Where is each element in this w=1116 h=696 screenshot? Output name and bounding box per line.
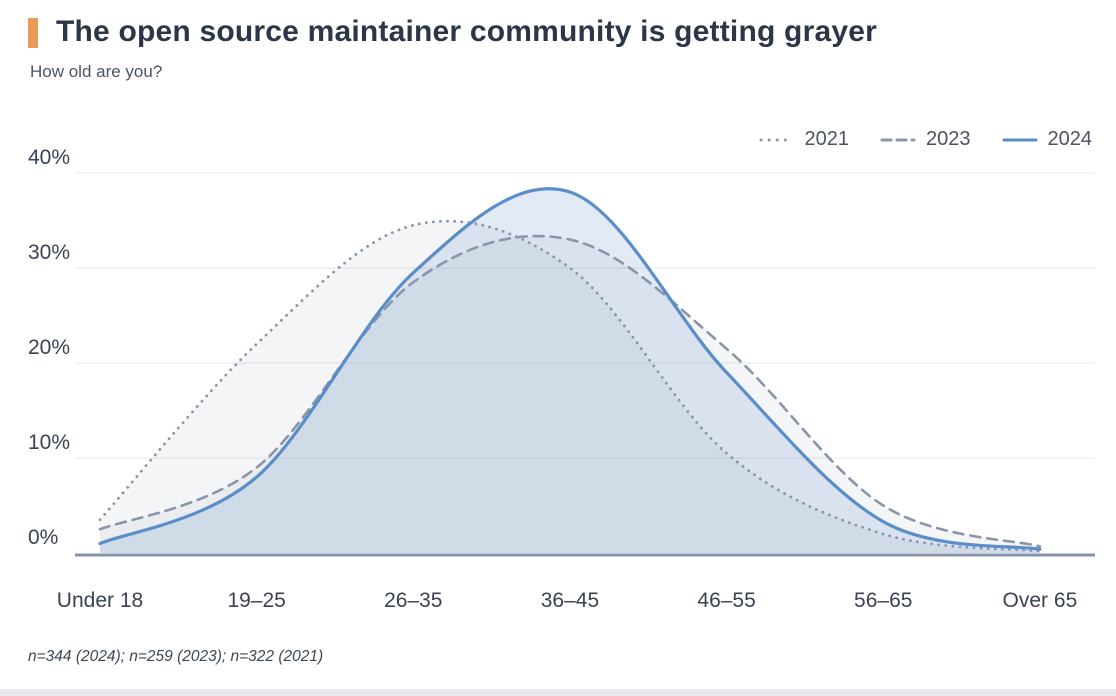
legend-label-2023: 2023 [926,128,971,150]
chart-subtitle: How old are you? [30,62,163,81]
area-fill-2024 [100,188,1040,554]
x-tick-label: 56–65 [854,589,912,612]
legend-label-2021: 2021 [804,128,850,150]
series-line-2023 [98,234,1042,548]
chart-header: The open source maintainer community is … [28,14,877,50]
x-tick-label: Under 18 [57,589,143,612]
solid-line-swatch [1002,138,1037,141]
x-tick-label: 46–55 [697,589,755,612]
area-fill-2023 [100,236,1040,554]
series-line-2024 [98,187,1042,551]
legend-item-2021: 2021 [758,128,850,151]
legend-item-2023: 2023 [879,128,971,151]
age-distribution-chart: 40% 30% 20% 10% 0% Under 18 19–25 26–35 36–45 46–… [28,146,1095,612]
y-tick-label: 0% [28,526,58,549]
legend-item-2024: 2024 [1001,128,1093,151]
chart-title: The open source maintainer community is … [56,15,877,48]
sample-size-note: n=344 (2024); n=259 (2023); n=322 (2021) [28,648,324,665]
y-tick-label: 10% [28,431,70,454]
y-tick-label: 20% [28,336,70,359]
y-tick-label: 40% [28,146,70,169]
area-fill-2021 [100,221,1040,553]
x-tick-label: 19–25 [227,589,285,612]
bottom-divider [0,689,1116,696]
accent-bar [28,18,38,48]
legend: 2021 2023 2024 [758,128,1093,151]
dashed-line-swatch [880,138,916,141]
dotted-line-swatch [759,138,794,141]
series-line-2021 [98,219,1042,553]
y-tick-label: 30% [28,241,70,264]
x-tick-label: 36–45 [541,589,599,612]
legend-label-2024: 2024 [1047,128,1093,150]
x-tick-label: 26–35 [384,589,442,612]
x-tick-label: Over 65 [1003,589,1078,612]
